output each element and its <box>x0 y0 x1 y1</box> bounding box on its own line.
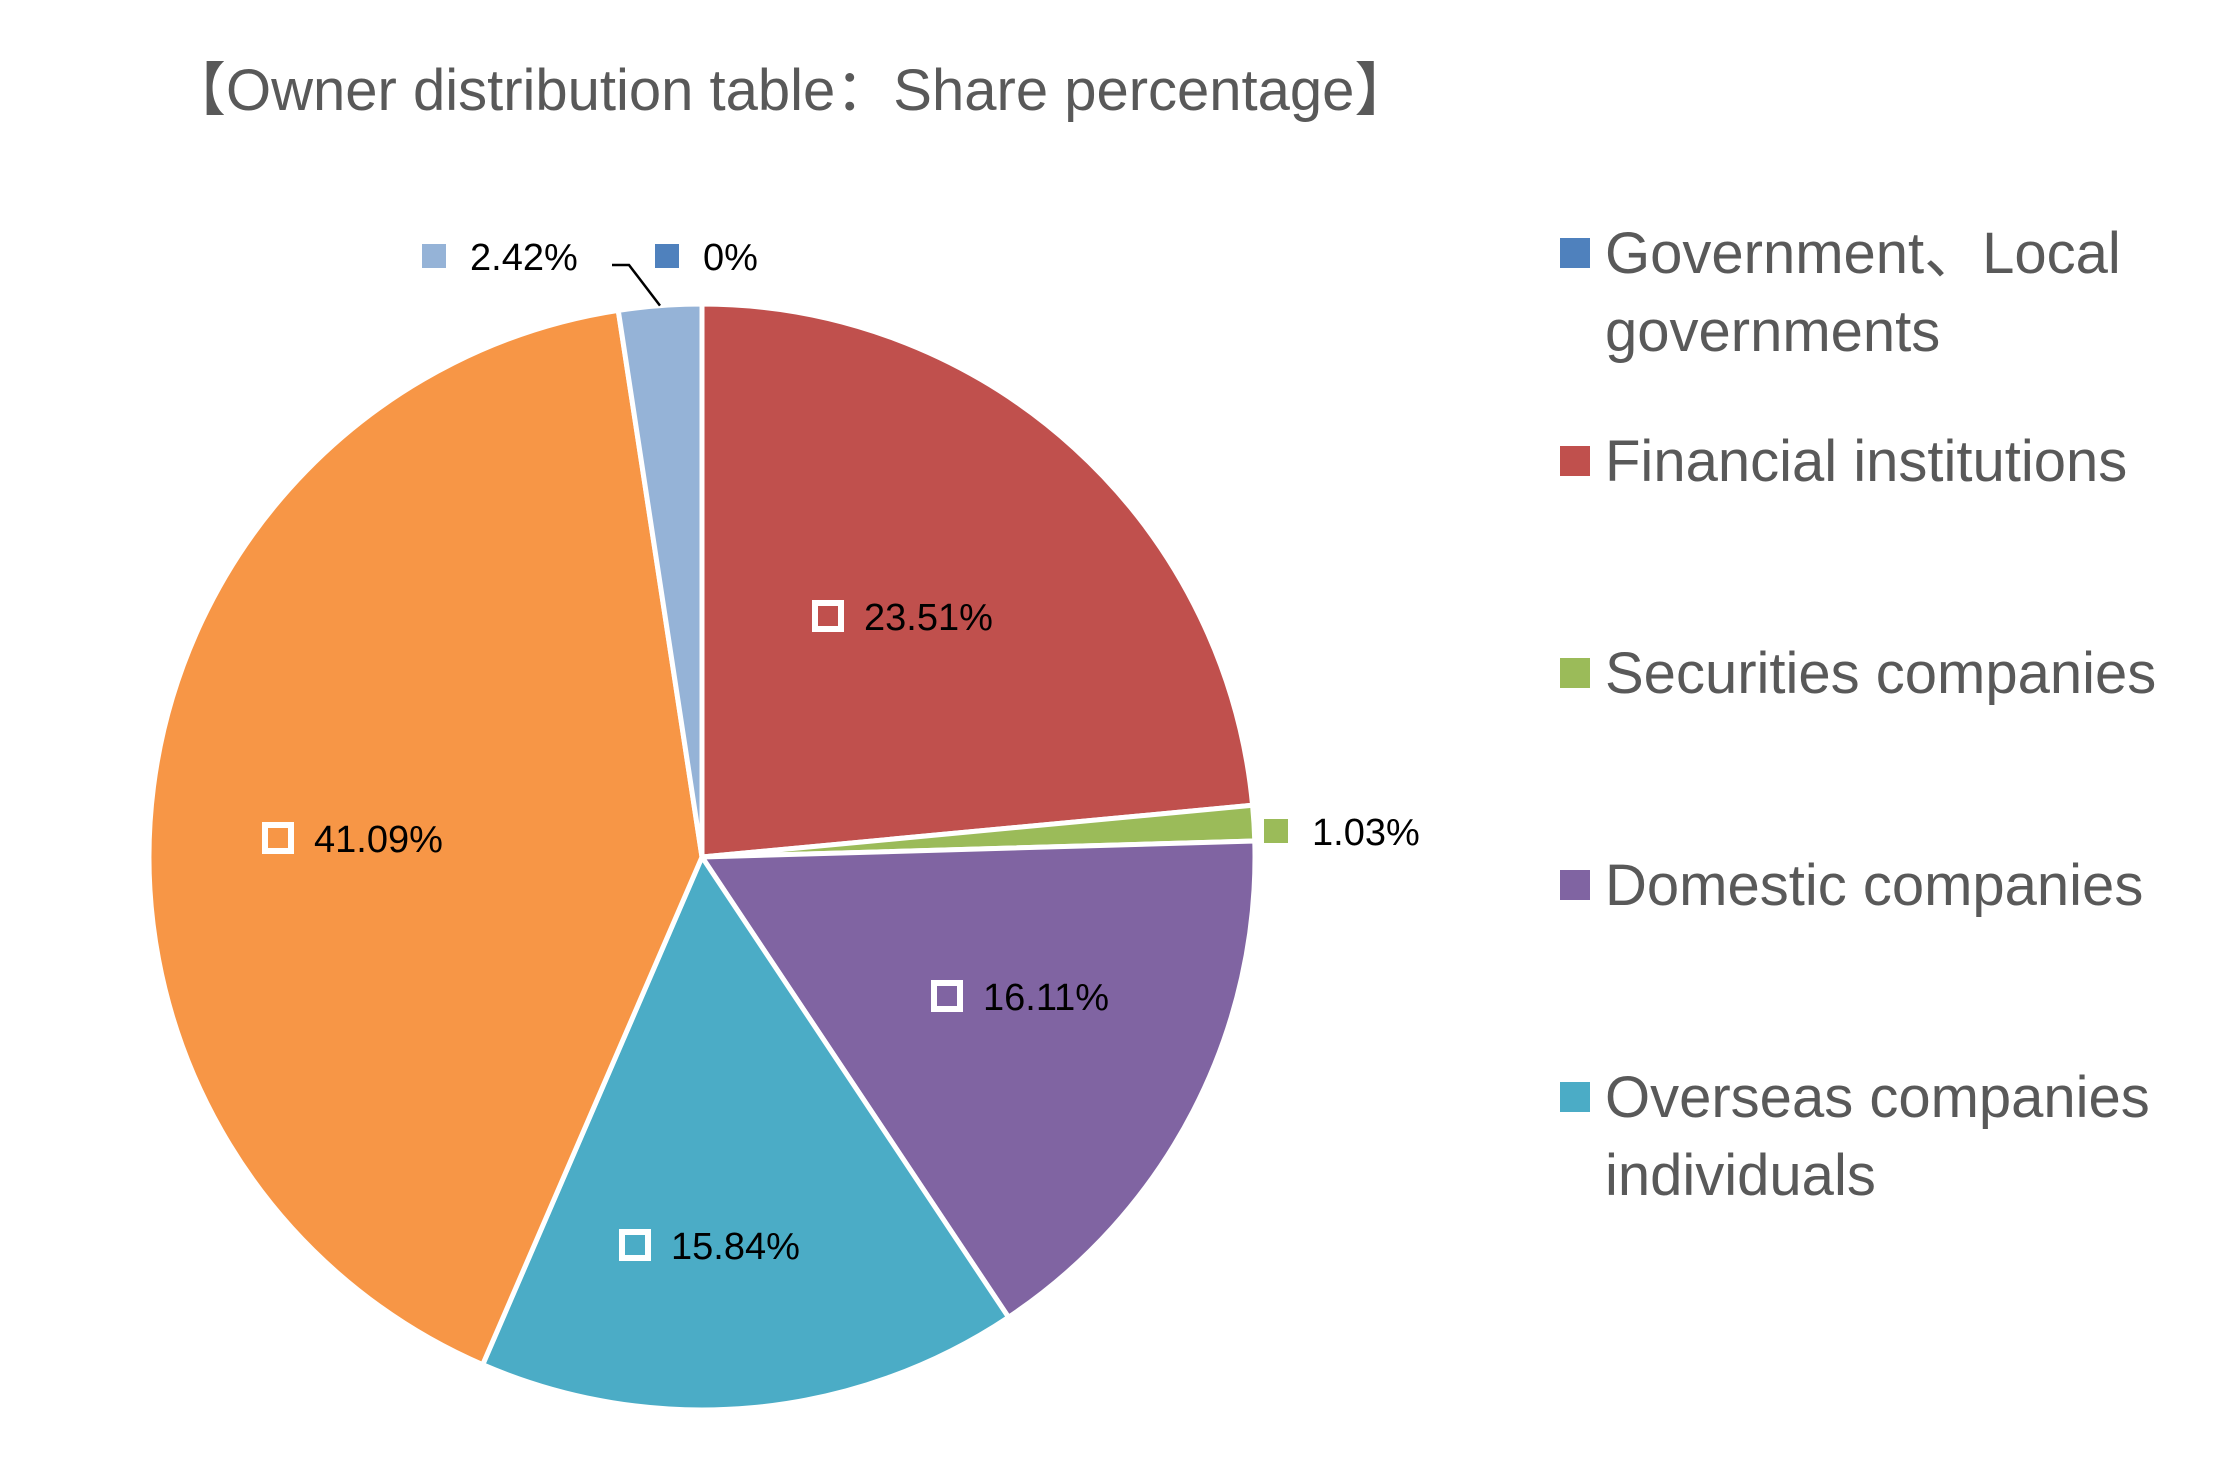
data-label-text: 41.09% <box>314 819 443 861</box>
legend-label: individuals <box>1605 1143 1876 1208</box>
data-label: 23.51% <box>812 597 993 639</box>
data-label-text: 2.42% <box>470 237 578 279</box>
pie-slice <box>146 307 705 1368</box>
label-marker <box>931 980 963 1012</box>
data-label-text: 1.03% <box>1312 812 1420 854</box>
legend-swatch <box>1560 1082 1590 1112</box>
data-label: 0% <box>655 237 758 279</box>
legend-label: governments <box>1605 299 1940 364</box>
legend-entry: Financial institutions <box>1560 429 2127 494</box>
legend: Government、Local governments Financial ins… <box>1560 221 2156 1208</box>
data-label: 15.84% <box>619 1226 800 1268</box>
data-label-text: 0% <box>703 237 758 279</box>
label-marker <box>422 244 446 268</box>
pie-slice <box>615 301 705 860</box>
data-label-text: 15.84% <box>671 1226 800 1268</box>
data-labels: 0% 23.51% 1.03% 16.11% 15.84% 41.09% 2.42% <box>262 237 1420 1268</box>
label-marker <box>655 244 679 268</box>
legend-entry: Government、Local governments <box>1560 221 2121 364</box>
data-label-text: 16.11% <box>983 977 1109 1019</box>
pie-slice <box>699 838 1258 1320</box>
pie-slice <box>480 854 1012 1413</box>
label-marker <box>812 600 844 632</box>
legend-label: Overseas companies <box>1605 1065 2150 1130</box>
data-label: 2.42% <box>422 237 578 279</box>
legend-label: Securities companies <box>1605 641 2156 706</box>
legend-label: Domestic companies <box>1605 853 2143 918</box>
pie-slice <box>699 301 1256 860</box>
legend-entry: Domestic companies <box>1560 853 2143 918</box>
chart-title: 【Owner distribution table：Share percenta… <box>168 58 1412 123</box>
legend-swatch <box>1560 446 1590 476</box>
legend-label: Financial institutions <box>1605 429 2127 494</box>
data-label: 41.09% <box>262 819 443 861</box>
legend-swatch <box>1560 238 1590 268</box>
legend-entry: Overseas companies individuals <box>1560 1065 2150 1208</box>
data-label-text: 23.51% <box>864 597 993 639</box>
legend-swatch <box>1560 870 1590 900</box>
label-marker <box>262 822 294 854</box>
data-label: 16.11% <box>931 977 1109 1019</box>
pie-slices <box>146 301 1258 1413</box>
legend-swatch <box>1560 658 1590 688</box>
label-marker <box>619 1229 651 1261</box>
data-label: 1.03% <box>1264 812 1420 854</box>
legend-entry: Securities companies <box>1560 641 2156 706</box>
label-marker <box>1264 819 1288 843</box>
leader-lines <box>612 263 661 307</box>
legend-label: Government、Local <box>1605 221 2121 286</box>
leader-line <box>612 263 661 307</box>
